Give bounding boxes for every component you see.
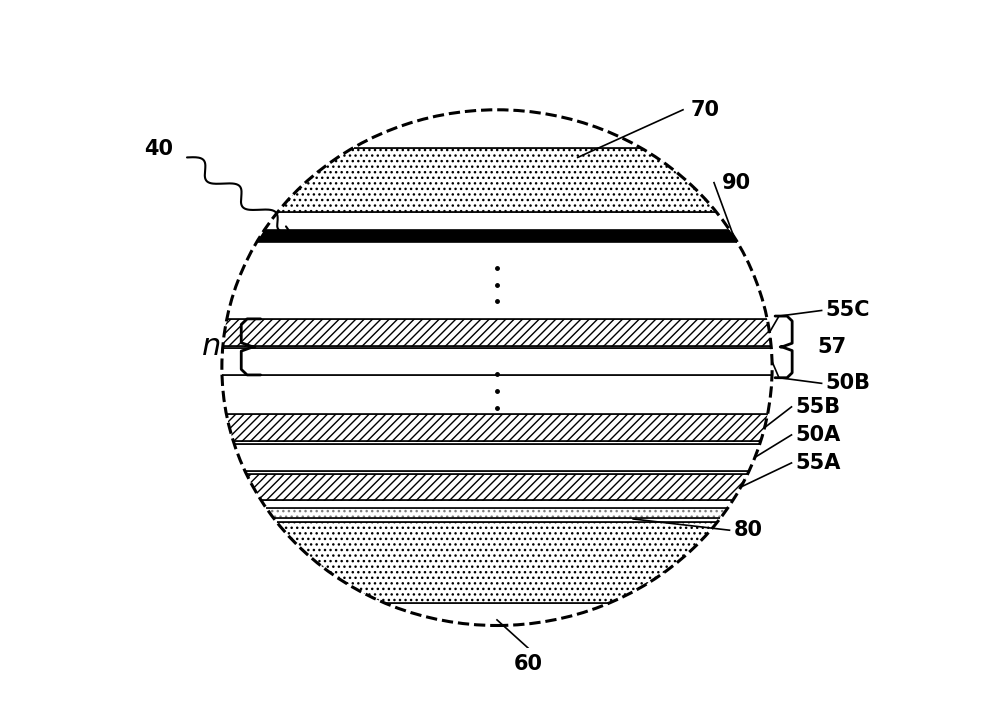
Text: 70: 70 <box>691 100 720 120</box>
Bar <box>214 474 780 500</box>
Ellipse shape <box>222 110 772 625</box>
Bar <box>214 230 780 242</box>
Text: 55C: 55C <box>825 301 870 320</box>
Text: 55B: 55B <box>795 397 840 417</box>
Text: 50B: 50B <box>825 373 870 393</box>
Text: 50A: 50A <box>795 425 841 445</box>
Text: $n$: $n$ <box>201 333 220 361</box>
Bar <box>214 444 780 471</box>
Text: 57: 57 <box>818 337 847 357</box>
Bar <box>214 522 780 604</box>
Bar <box>214 414 780 441</box>
Text: 80: 80 <box>733 521 762 540</box>
Text: 60: 60 <box>514 654 542 673</box>
Text: 55A: 55A <box>795 453 841 473</box>
Bar <box>214 508 780 518</box>
Text: 90: 90 <box>722 173 751 193</box>
Text: 40: 40 <box>144 139 173 159</box>
Bar <box>214 348 780 375</box>
Bar <box>214 148 780 212</box>
Bar <box>214 319 780 346</box>
